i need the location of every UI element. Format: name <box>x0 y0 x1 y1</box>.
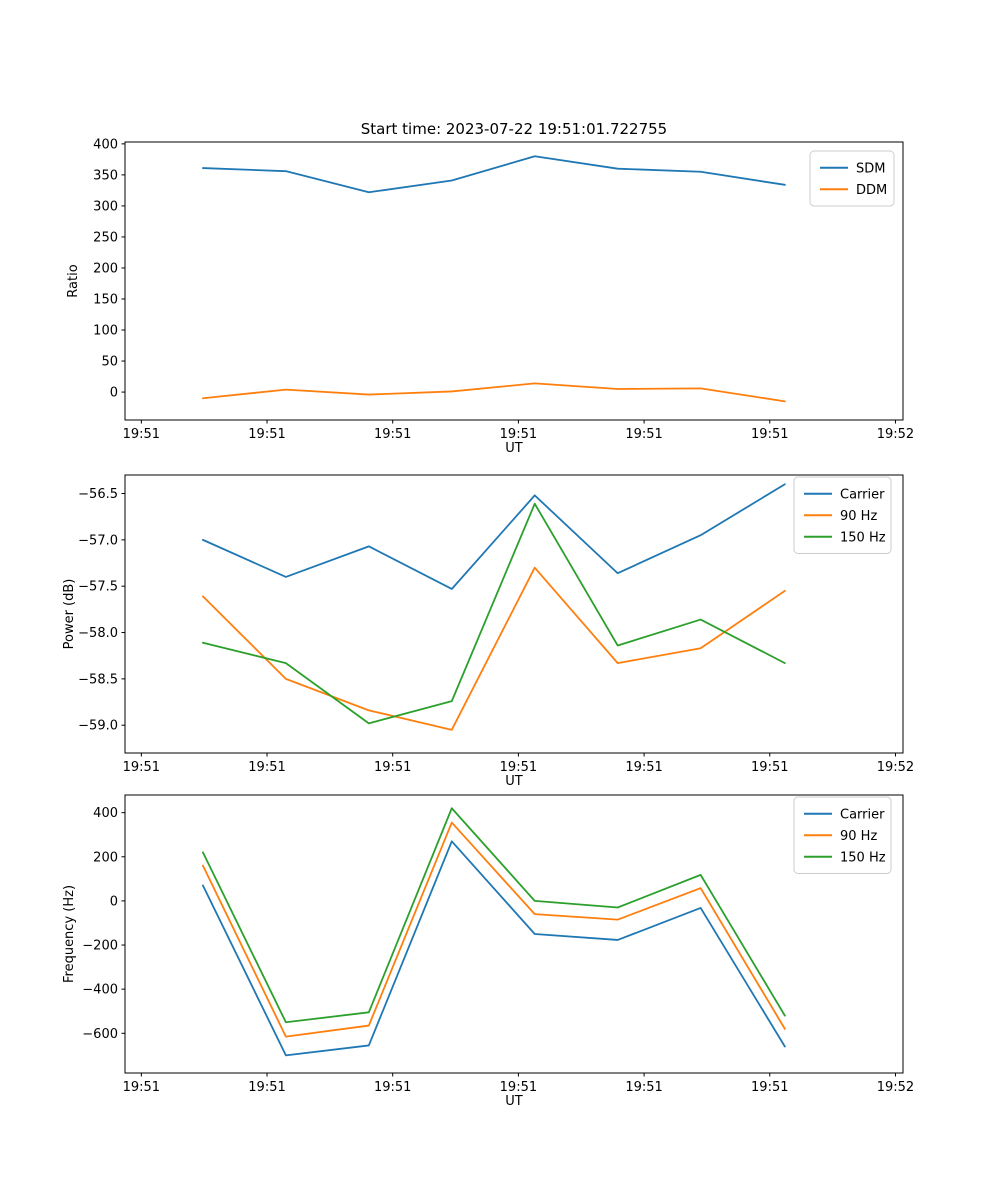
x-tick-label: 19:51 <box>248 760 285 775</box>
x-tick-label: 19:51 <box>500 1080 537 1095</box>
y-tick-label: 0 <box>110 894 118 909</box>
y-tick-label: −56.5 <box>78 487 118 502</box>
y-tick-label: −57.0 <box>78 533 118 548</box>
legend: Carrier 90 Hz 150 Hz <box>793 476 892 554</box>
x-tick-label: 19:52 <box>877 760 914 775</box>
x-tick-label: 19:51 <box>625 427 662 442</box>
series-line-150-hz <box>202 807 786 1024</box>
y-tick-label: 350 <box>93 168 118 183</box>
y-tick-label: −58.0 <box>78 626 118 641</box>
series-line-carrier <box>202 840 786 1057</box>
x-axis-label: UT <box>505 441 523 456</box>
y-tick-label: −200 <box>82 939 118 954</box>
subplot-power-db: 19:51 19:51 19:51 19:51 19:51 19:51 19:52 −56.5… <box>62 474 914 789</box>
legend-label: DDM <box>856 183 887 198</box>
legend-label: SDM <box>856 161 885 176</box>
x-tick-label: 19:51 <box>500 760 537 775</box>
legend-label: 90 Hz <box>840 829 877 844</box>
y-tick-label: 400 <box>93 137 118 152</box>
figure-title: Start time: 2023-07-22 19:51:01.722755 <box>361 120 667 138</box>
y-tick-label: 250 <box>93 230 118 245</box>
legend-label: 90 Hz <box>840 509 877 524</box>
y-tick-label: −600 <box>82 1027 118 1042</box>
x-tick-label: 19:52 <box>877 427 914 442</box>
legend-label: Carrier <box>840 487 885 502</box>
plot-frame <box>124 141 904 421</box>
series-line-90-hz <box>202 821 786 1038</box>
series-line-sdm <box>202 155 786 194</box>
y-axis-label: Power (dB) <box>62 579 77 650</box>
x-tick-label: 19:51 <box>123 1080 160 1095</box>
legend-label: Carrier <box>840 807 885 822</box>
y-tick-label: 200 <box>93 850 118 865</box>
legend-label: 150 Hz <box>840 530 886 545</box>
series-line-90-hz <box>202 566 786 731</box>
plot-frame <box>124 474 904 754</box>
subplot-ratio: 19:51 19:51 19:51 19:51 19:51 19:51 19:52 400 35… <box>66 137 914 456</box>
legend-box <box>809 150 895 207</box>
x-tick-label: 19:51 <box>751 427 788 442</box>
legend: Carrier 90 Hz 150 Hz <box>793 796 892 874</box>
y-axis-label: Frequency (Hz) <box>62 885 77 983</box>
y-tick-label: −58.5 <box>78 672 118 687</box>
y-tick-label: 300 <box>93 199 118 214</box>
y-tick-label: 0 <box>110 386 118 401</box>
x-tick-label: 19:51 <box>625 760 662 775</box>
legend-box <box>793 796 892 874</box>
x-axis-label: UT <box>505 1094 523 1109</box>
plot-frame <box>124 794 904 1074</box>
y-tick-label: 100 <box>93 324 118 339</box>
legend: SDM DDM <box>809 150 895 207</box>
y-axis-label: Ratio <box>66 264 81 297</box>
y-tick-label: 200 <box>93 261 118 276</box>
x-tick-label: 19:51 <box>248 427 285 442</box>
x-tick-label: 19:51 <box>625 1080 662 1095</box>
y-tick-label: −400 <box>82 983 118 998</box>
y-tick-label: −59.0 <box>78 719 118 734</box>
x-axis-label: UT <box>505 774 523 789</box>
x-tick-label: 19:51 <box>500 427 537 442</box>
x-tick-label: 19:51 <box>751 1080 788 1095</box>
x-tick-label: 19:51 <box>374 1080 411 1095</box>
x-tick-label: 19:51 <box>248 1080 285 1095</box>
y-tick-label: −57.5 <box>78 580 118 595</box>
subplot-frequency-hz: 19:51 19:51 19:51 19:51 19:51 19:51 19:52 400 20… <box>62 794 914 1109</box>
y-tick-label: 150 <box>93 292 118 307</box>
axes-layer: 19:51 19:51 19:51 19:51 19:51 19:51 19:52 400 35… <box>62 137 914 1109</box>
series-line-carrier <box>202 483 786 590</box>
x-tick-label: 19:51 <box>123 427 160 442</box>
legend-box <box>793 476 892 554</box>
x-tick-label: 19:51 <box>751 760 788 775</box>
x-tick-label: 19:51 <box>123 760 160 775</box>
y-tick-label: 400 <box>93 806 118 821</box>
series-line-150-hz <box>202 502 786 725</box>
x-tick-label: 19:51 <box>374 427 411 442</box>
series-line-ddm <box>202 382 786 403</box>
legend-label: 150 Hz <box>840 850 886 865</box>
x-tick-label: 19:51 <box>374 760 411 775</box>
y-tick-label: 50 <box>101 355 118 370</box>
x-tick-label: 19:52 <box>877 1080 914 1095</box>
